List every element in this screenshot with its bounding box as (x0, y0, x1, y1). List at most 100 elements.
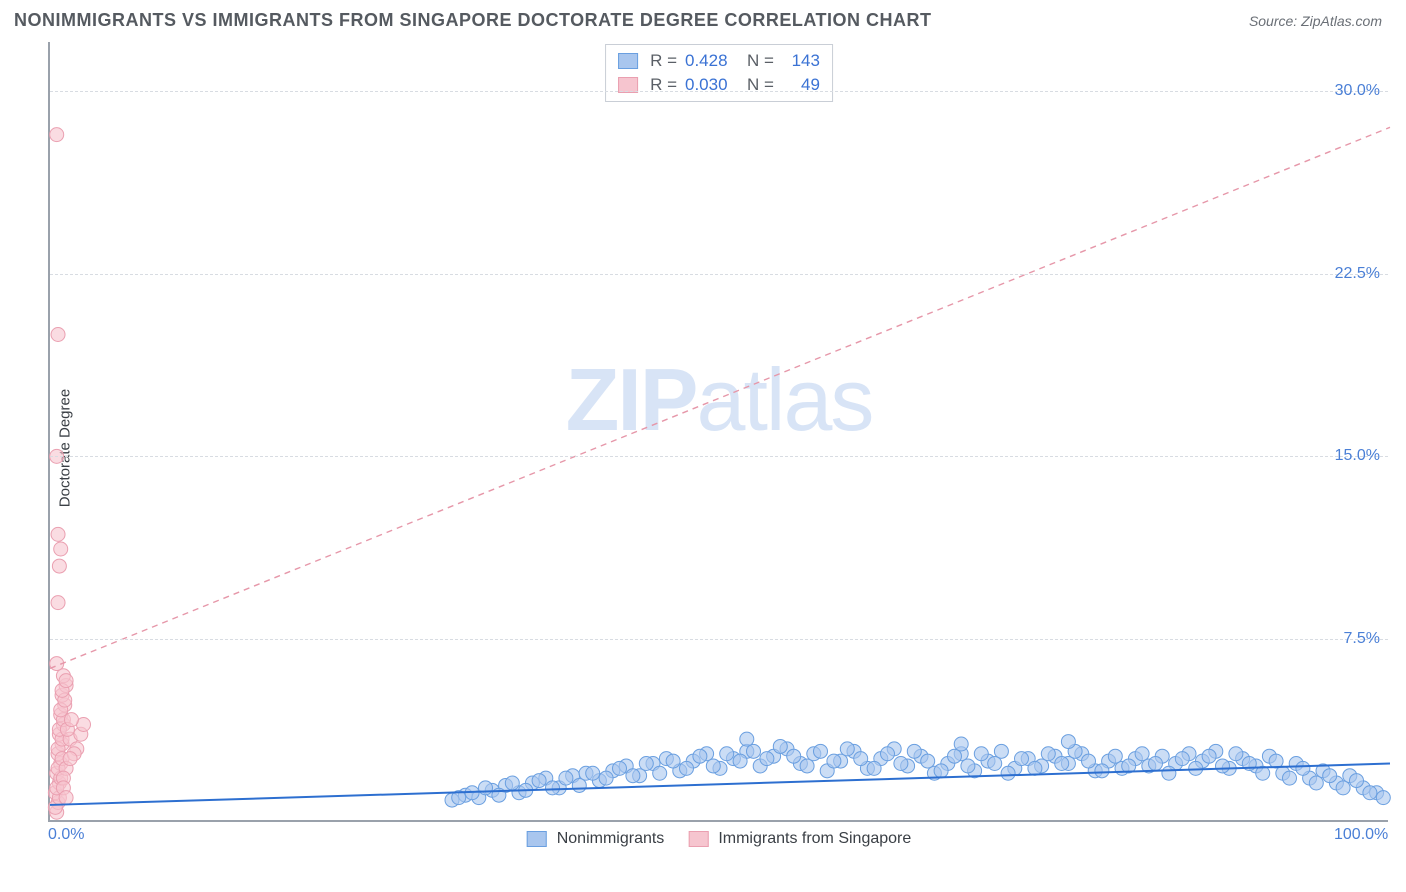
nonimmigrants-point (881, 747, 895, 761)
nonimmigrants-point (1175, 752, 1189, 766)
nonimmigrants-point (599, 771, 613, 785)
nonimmigrants-point (1376, 791, 1390, 805)
nonimmigrants-point (773, 739, 787, 753)
y-tick-label: 30.0% (1335, 82, 1380, 100)
stats-row: R = 0.428 N = 143 (618, 49, 820, 73)
nonimmigrants-point (505, 776, 519, 790)
series-legend: Nonimmigrants Immigrants from Singapore (527, 830, 912, 848)
nonimmigrants-point (1095, 764, 1109, 778)
immigrants-point (63, 752, 77, 766)
nonimmigrants-point (546, 781, 560, 795)
nonimmigrants-point (948, 749, 962, 763)
stats-r-value: 0.428 (685, 49, 739, 73)
chart-header: NONIMMIGRANTS VS IMMIGRANTS FROM SINGAPO… (0, 0, 1406, 37)
chart-title: NONIMMIGRANTS VS IMMIGRANTS FROM SINGAPO… (14, 10, 932, 31)
nonimmigrants-point (827, 754, 841, 768)
nonimmigrants-point (994, 744, 1008, 758)
nonimmigrants-point (733, 754, 747, 768)
stats-n-label: N = (747, 49, 774, 73)
nonimmigrants-point (1229, 747, 1243, 761)
stats-n-label: N = (747, 73, 774, 97)
nonimmigrants-point (532, 774, 546, 788)
gridline (50, 274, 1388, 275)
nonimmigrants-point (639, 757, 653, 771)
nonimmigrants-point (840, 742, 854, 756)
nonimmigrants-point (867, 761, 881, 775)
nonimmigrants-point (559, 771, 573, 785)
nonimmigrants-point (586, 766, 600, 780)
x-tick-label: 0.0% (48, 826, 84, 844)
gridline (50, 91, 1388, 92)
nonimmigrants-point (747, 744, 761, 758)
stats-legend-box: R = 0.428 N = 143 R = 0.030 N = 49 (605, 44, 833, 102)
legend-label: Immigrants from Singapore (718, 830, 911, 848)
chart-area: Doctorate Degree ZIPatlas R =0.428N =143… (0, 38, 1406, 858)
nonimmigrants-point (1336, 781, 1350, 795)
nonimmigrants-point (1135, 747, 1149, 761)
legend-swatch (527, 831, 547, 847)
legend-item: Nonimmigrants (527, 830, 665, 848)
nonimmigrants-point (1015, 752, 1029, 766)
stats-swatch (618, 53, 638, 69)
nonimmigrants-point (740, 732, 754, 746)
nonimmigrants-point (907, 744, 921, 758)
nonimmigrants-point (1216, 759, 1230, 773)
gridline (50, 639, 1388, 640)
nonimmigrants-point (1041, 747, 1055, 761)
nonimmigrants-point (934, 764, 948, 778)
nonimmigrants-point (693, 749, 707, 763)
nonimmigrants-point (954, 737, 968, 751)
nonimmigrants-point (1363, 786, 1377, 800)
immigrants-point (54, 542, 68, 556)
nonimmigrants-point (787, 749, 801, 763)
nonimmigrants-point (1350, 774, 1364, 788)
nonimmigrants-point (626, 769, 640, 783)
nonimmigrants-point (1055, 757, 1069, 771)
nonimmigrants-point (974, 747, 988, 761)
immigrants-point (64, 713, 78, 727)
nonimmigrants-point (961, 759, 975, 773)
nonimmigrants-point (666, 754, 680, 768)
nonimmigrants-point (653, 766, 667, 780)
stats-n-value: 143 (782, 49, 820, 73)
stats-n-value: 49 (782, 73, 820, 97)
y-tick-label: 22.5% (1335, 265, 1380, 283)
nonimmigrants-point (613, 761, 627, 775)
nonimmigrants-point (680, 761, 694, 775)
nonimmigrants-point (1283, 771, 1297, 785)
legend-swatch (688, 831, 708, 847)
nonimmigrants-point (800, 759, 814, 773)
legend-item: Immigrants from Singapore (688, 830, 911, 848)
immigrants-point (51, 596, 65, 610)
immigrants-point (51, 527, 65, 541)
stats-r-label: R = (650, 49, 677, 73)
nonimmigrants-point (760, 752, 774, 766)
nonimmigrants-point (1061, 735, 1075, 749)
nonimmigrants-point (1108, 749, 1122, 763)
nonimmigrants-point (988, 757, 1002, 771)
immigrants-point (59, 674, 73, 688)
nonimmigrants-point (1296, 761, 1310, 775)
plot-svg (50, 42, 1388, 820)
immigrants-point (52, 559, 66, 573)
stats-r-label: R = (650, 73, 677, 97)
nonimmigrants-point (814, 744, 828, 758)
immigrants-point (50, 128, 64, 142)
nonimmigrants-point (572, 778, 586, 792)
gridline (50, 456, 1388, 457)
nonimmigrants-point (1082, 754, 1096, 768)
y-tick-label: 7.5% (1344, 630, 1380, 648)
nonimmigrants-point (921, 754, 935, 768)
nonimmigrants-point (1028, 761, 1042, 775)
stats-r-value: 0.030 (685, 73, 739, 97)
nonimmigrants-point (894, 757, 908, 771)
nonimmigrants-point (1149, 757, 1163, 771)
immigrants-point (59, 791, 73, 805)
nonimmigrants-point (1162, 766, 1176, 780)
nonimmigrants-point (706, 759, 720, 773)
nonimmigrants-point (1202, 749, 1216, 763)
nonimmigrants-point (720, 747, 734, 761)
nonimmigrants-point (1001, 766, 1015, 780)
nonimmigrants-point (1309, 776, 1323, 790)
nonimmigrants-point (479, 781, 493, 795)
